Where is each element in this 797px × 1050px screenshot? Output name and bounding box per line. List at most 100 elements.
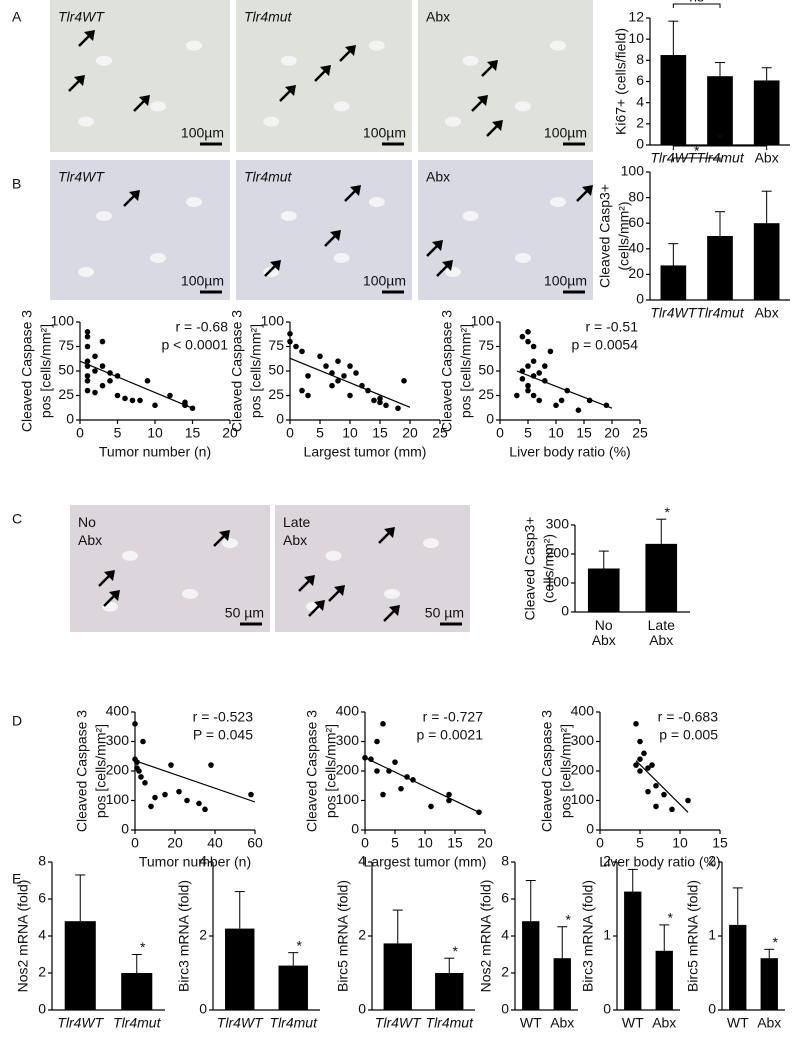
point — [140, 738, 146, 745]
y-axis-label: (cells/mm²) — [541, 534, 557, 603]
y-tick-label: 100 — [106, 791, 130, 807]
point — [637, 738, 643, 745]
point — [84, 387, 91, 394]
point — [525, 363, 531, 369]
annotation: p < 0.0001 — [161, 337, 228, 353]
vessel — [186, 40, 202, 51]
vessel — [462, 211, 479, 221]
y-tick-label: 100 — [621, 163, 645, 179]
y-tick-label: 100 — [336, 791, 360, 807]
arrow-head — [84, 30, 95, 41]
x-tick-label: Late Abx — [648, 617, 675, 648]
y-tick-label: 2 — [636, 115, 644, 131]
micrograph-label: Tlr4WT — [58, 169, 105, 185]
x-tick-label: Tlr4mut — [270, 1015, 319, 1031]
point — [84, 333, 91, 340]
y-tick-label: 4 — [358, 853, 366, 869]
y-tick-label: 4 — [38, 927, 46, 943]
y-tick-label: 300 — [571, 732, 595, 748]
y-axis-label: Cleaved Caspase 3 — [229, 310, 245, 432]
y-tick-label: 100 — [261, 313, 285, 329]
point — [107, 378, 113, 384]
trendline — [516, 370, 613, 409]
y-axis-label: Cleaved Caspase 3 — [539, 710, 555, 832]
y-tick-label: 8 — [636, 51, 644, 67]
y-tick-label: 0 — [276, 411, 284, 427]
point — [641, 750, 647, 757]
annotation: r = -0.68 — [175, 319, 228, 335]
scale-label: 50 µm — [425, 605, 464, 621]
point — [547, 348, 554, 355]
y-tick-label: 2 — [38, 964, 46, 980]
micrograph-label: No Abx — [78, 514, 102, 548]
bar — [435, 973, 464, 1010]
y-tick-label: 40 — [628, 240, 644, 256]
y-tick-label: 2 — [199, 927, 207, 943]
panel-letter: B — [12, 176, 21, 192]
y-axis-label: Cleaved Caspase 3 — [304, 710, 320, 832]
y-tick-label: 8 — [38, 853, 46, 869]
y-tick-label: 25 — [58, 386, 74, 402]
x-tick-label: 0 — [286, 425, 294, 441]
micrograph — [50, 160, 230, 300]
point — [649, 762, 655, 768]
arrow-head — [109, 590, 120, 601]
y-axis-label: Cleaved Caspase 3 — [74, 710, 90, 832]
y-tick-label: 0 — [358, 1001, 366, 1017]
arrow-head — [129, 190, 140, 201]
point — [208, 762, 214, 768]
y-tick-label: 0 — [199, 1001, 207, 1017]
point — [287, 338, 293, 345]
bar — [660, 265, 687, 300]
scale-label: 100µm — [181, 273, 224, 289]
y-tick-label: 10 — [628, 30, 644, 46]
micrograph-label: Tlr4mut — [244, 169, 293, 185]
x-tick-label: 20 — [477, 835, 493, 851]
y-tick-label: 1 — [708, 927, 716, 943]
vessel — [325, 550, 342, 561]
x-tick-label: 0 — [496, 425, 504, 441]
y-tick-label: 400 — [571, 703, 595, 719]
trendline — [289, 357, 411, 408]
scale-label: 100µm — [363, 273, 406, 289]
point — [99, 382, 106, 389]
vessel — [368, 40, 385, 51]
trendline — [134, 760, 256, 803]
y-tick-label: 80 — [628, 188, 644, 204]
point — [669, 806, 675, 813]
point — [114, 392, 121, 399]
vessel — [280, 55, 297, 66]
vessel — [102, 601, 118, 612]
y-axis-label: pos [cells/mm²] — [323, 724, 339, 818]
bar — [707, 236, 733, 300]
y-tick-label: 50 — [58, 362, 74, 378]
bar — [753, 80, 780, 145]
x-tick-label: 10 — [417, 835, 433, 851]
panel-letter: D — [12, 713, 22, 729]
point — [341, 373, 347, 379]
point — [162, 791, 168, 798]
y-tick-label: 0 — [121, 821, 129, 837]
arrow-head — [477, 95, 488, 106]
x-tick-label: Tlr4mut — [696, 150, 745, 166]
x-tick-label: 0 — [596, 835, 604, 851]
significance-label: * — [140, 939, 146, 955]
x-tick-label: 10 — [147, 425, 163, 441]
y-tick-label: 0 — [351, 821, 359, 837]
micrograph — [275, 505, 470, 632]
point — [148, 803, 154, 810]
bar — [64, 921, 96, 1010]
bar — [660, 55, 687, 145]
scale-label: 100µm — [181, 125, 224, 141]
point — [661, 791, 667, 798]
scale-label: 100µm — [363, 125, 406, 141]
micrograph — [70, 505, 270, 632]
point — [122, 395, 128, 402]
point — [637, 756, 643, 762]
x-tick-label: 20 — [402, 425, 418, 441]
y-axis-label: Birc5 mRNA (fold) — [335, 880, 351, 992]
y-tick-label: 50 — [268, 362, 284, 378]
significance-label: * — [566, 911, 572, 927]
vessel — [280, 211, 297, 221]
micrograph-label: Tlr4WT — [58, 9, 105, 25]
